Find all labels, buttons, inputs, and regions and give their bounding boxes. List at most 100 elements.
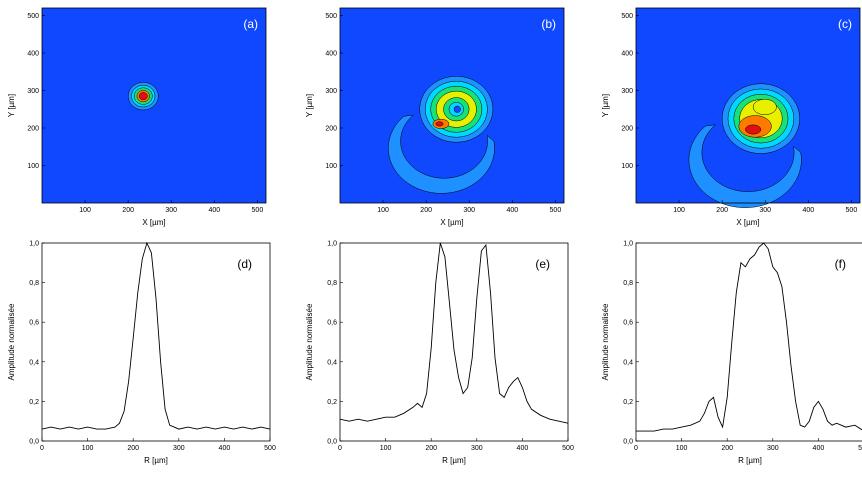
panel-label: (c) (838, 17, 852, 31)
y-tick-label: 0,6 (327, 320, 337, 327)
line-panel-d: 0 100 200 300 400 500 0,0 0,2 0,4 0,6 0,8 1,0 R [µm]… (7, 241, 276, 466)
panel-label: (b) (541, 17, 556, 31)
y-tick-label: 200 (27, 126, 39, 133)
heatmap-panel-c: 100 200 300 400 500 100 200 300 400 500 X [µm] Y [µ… (601, 7, 861, 227)
y-tick-label: 500 (325, 13, 337, 20)
plot-frame (635, 242, 862, 442)
y-tick-label: 0,8 (29, 280, 39, 287)
y-tick-label: 0,8 (327, 280, 337, 287)
line-panel-f: 0 100 200 300 400 500 0,0 0,2 0,4 0,6 0,8 1,0 R [µm]… (601, 241, 862, 465)
x-tick-label: 500 (846, 207, 858, 214)
contour-level (453, 105, 461, 113)
x-tick-label: 200 (721, 445, 733, 452)
plot-frame (635, 7, 861, 204)
y-axis-label: Y [µm] (305, 94, 314, 117)
x-tick-label: 300 (463, 207, 475, 214)
y-tick-label: 0,6 (623, 320, 633, 327)
data-series-line (636, 242, 862, 432)
y-tick-label: 0,8 (623, 280, 633, 287)
y-tick-label: 100 (621, 163, 633, 170)
y-tick-label: 400 (27, 51, 39, 58)
x-axis-label: R [µm] (144, 456, 168, 465)
heatmap-panel-a: 100 200 300 400 500 100 200 300 400 500 X [µm] Y [µ… (7, 7, 267, 227)
y-axis-label: Amplitude normalisée (7, 303, 16, 380)
x-tick-label: 0 (338, 445, 342, 452)
x-tick-label: 300 (759, 207, 771, 214)
y-tick-label: 300 (621, 88, 633, 95)
x-tick-label: 100 (82, 445, 94, 452)
y-tick-label: 1,0 (29, 241, 39, 248)
x-tick-label: 100 (377, 207, 389, 214)
y-tick-label: 1,0 (327, 241, 337, 248)
y-tick-label: 200 (621, 126, 633, 133)
y-tick-label: 0,2 (327, 399, 337, 406)
y-tick-label: 0,0 (623, 439, 633, 446)
panel-label: (d) (237, 257, 252, 271)
y-tick-label: 0,4 (29, 359, 39, 366)
x-tick-label: 400 (219, 445, 231, 452)
y-tick-label: 0,2 (623, 399, 633, 406)
x-axis-label: X [µm] (736, 218, 759, 227)
x-tick-label: 200 (122, 207, 134, 214)
y-tick-label: 500 (621, 13, 633, 20)
y-tick-label: 100 (325, 163, 337, 170)
x-tick-label: 100 (676, 445, 688, 452)
contour-level (752, 98, 777, 115)
y-tick-label: 500 (27, 13, 39, 20)
y-tick-label: 0,4 (327, 359, 337, 366)
line-panel-e: 0 100 200 300 400 500 0,0 0,2 0,4 0,6 0,8 1,0 R [µm]… (305, 241, 574, 466)
x-axis-label: R [µm] (738, 456, 762, 465)
x-axis-label: R [µm] (442, 456, 466, 465)
x-tick-label: 100 (380, 445, 392, 452)
data-series-line (41, 241, 271, 430)
contour-level (745, 124, 762, 135)
x-tick-label: 100 (673, 207, 685, 214)
y-axis-label: Y [µm] (601, 94, 610, 117)
y-tick-label: 0,2 (29, 399, 39, 406)
data-series-line (339, 242, 569, 424)
contour-level (138, 92, 148, 101)
y-tick-label: 0,4 (623, 359, 633, 366)
x-tick-label: 100 (79, 207, 91, 214)
x-tick-label: 300 (165, 207, 177, 214)
outer-arc (688, 124, 802, 208)
x-tick-label: 0 (634, 445, 638, 452)
x-tick-label: 200 (420, 207, 432, 214)
x-tick-label: 300 (173, 445, 185, 452)
panel-label: (e) (535, 257, 550, 271)
x-tick-label: 500 (550, 207, 562, 214)
x-tick-label: 400 (208, 207, 220, 214)
y-axis-label: Amplitude normalisée (305, 303, 314, 380)
y-axis-label: Amplitude normalisée (601, 303, 610, 380)
x-tick-label: 200 (127, 445, 139, 452)
y-tick-label: 400 (621, 51, 633, 58)
contour-level (435, 121, 444, 127)
x-tick-label: 400 (802, 207, 814, 214)
plot-frame (41, 7, 267, 204)
plot-frame (339, 7, 565, 204)
x-axis-label: X [µm] (440, 218, 463, 227)
x-tick-label: 0 (40, 445, 44, 452)
y-tick-label: 0,6 (29, 320, 39, 327)
x-tick-label: 500 (252, 207, 264, 214)
y-axis-label: Y [µm] (7, 94, 16, 117)
x-axis-label: X [µm] (142, 218, 165, 227)
y-tick-label: 100 (27, 163, 39, 170)
x-tick-label: 400 (813, 445, 825, 452)
panel-label: (a) (243, 17, 258, 31)
y-tick-label: 300 (325, 88, 337, 95)
panel-label: (f) (835, 257, 846, 271)
x-tick-label: 200 (425, 445, 437, 452)
x-tick-label: 400 (517, 445, 529, 452)
y-tick-label: 400 (325, 51, 337, 58)
plot-frame (339, 242, 569, 442)
y-tick-label: 200 (325, 126, 337, 133)
x-tick-label: 500 (858, 445, 862, 452)
x-tick-label: 300 (767, 445, 779, 452)
y-tick-label: 300 (27, 88, 39, 95)
x-tick-label: 500 (264, 445, 276, 452)
heatmap-panel-b: 100 200 300 400 500 100 200 300 400 500 X [µm] Y [µ… (305, 7, 565, 227)
x-tick-label: 400 (506, 207, 518, 214)
plot-frame (41, 242, 271, 442)
